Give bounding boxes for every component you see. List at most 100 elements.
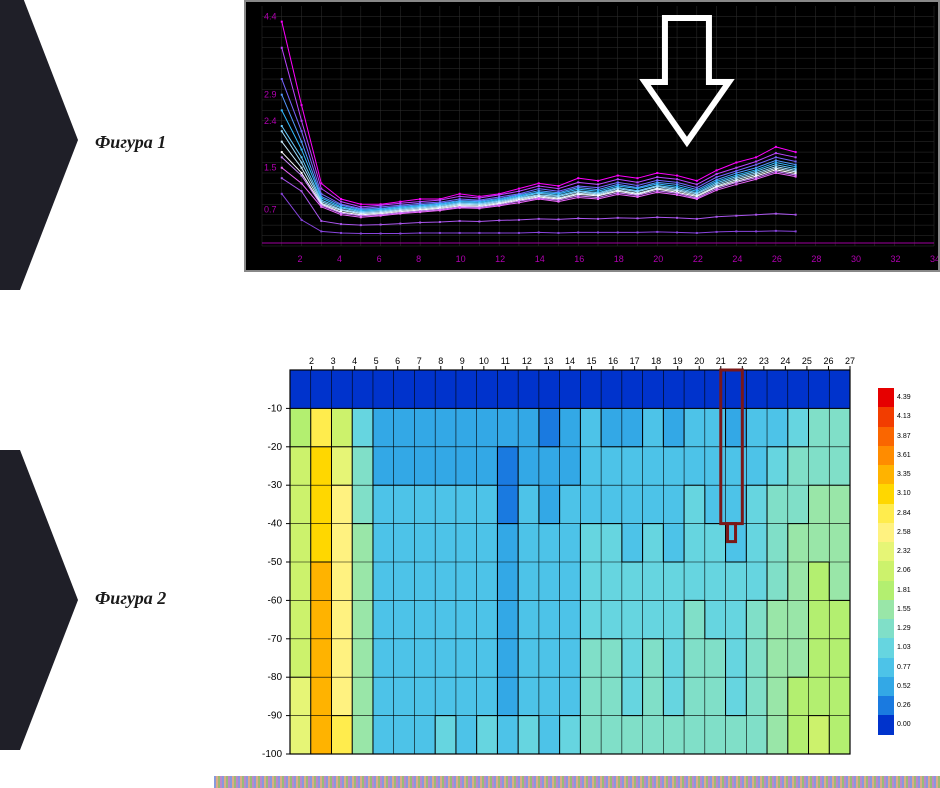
legend-value: 4.13 xyxy=(894,413,911,420)
svg-text:26: 26 xyxy=(772,254,782,264)
svg-text:18: 18 xyxy=(651,356,661,366)
legend-row: 1.81 xyxy=(878,581,924,600)
svg-text:24: 24 xyxy=(732,254,742,264)
legend-swatch xyxy=(878,561,894,580)
svg-text:19: 19 xyxy=(673,356,683,366)
svg-text:28: 28 xyxy=(811,254,821,264)
legend-row: 3.87 xyxy=(878,427,924,446)
svg-text:10: 10 xyxy=(479,356,489,366)
bottom-noise-strip xyxy=(214,776,940,788)
legend-row: 2.58 xyxy=(878,523,924,542)
svg-text:22: 22 xyxy=(737,356,747,366)
svg-text:2: 2 xyxy=(309,356,314,366)
legend-row: 1.55 xyxy=(878,600,924,619)
legend-row: 1.03 xyxy=(878,638,924,657)
svg-text:5: 5 xyxy=(374,356,379,366)
svg-text:16: 16 xyxy=(608,356,618,366)
svg-text:8: 8 xyxy=(416,254,421,264)
svg-text:16: 16 xyxy=(574,254,584,264)
legend-row: 4.13 xyxy=(878,407,924,426)
svg-text:26: 26 xyxy=(823,356,833,366)
legend-row: 3.61 xyxy=(878,446,924,465)
legend-value: 0.26 xyxy=(894,702,911,709)
figure-1-label: Фигура 1 xyxy=(95,132,166,153)
legend-value: 0.52 xyxy=(894,683,911,690)
svg-text:-10: -10 xyxy=(268,403,283,414)
legend-swatch xyxy=(878,638,894,657)
legend-swatch xyxy=(878,446,894,465)
svg-text:10: 10 xyxy=(456,254,466,264)
svg-text:-20: -20 xyxy=(268,442,283,453)
legend-row: 2.32 xyxy=(878,542,924,561)
legend-swatch xyxy=(878,407,894,426)
legend-value: 0.77 xyxy=(894,664,911,671)
legend-swatch xyxy=(878,677,894,696)
svg-text:6: 6 xyxy=(395,356,400,366)
legend-value: 2.58 xyxy=(894,529,911,536)
legend-value: 4.39 xyxy=(894,394,911,401)
svg-text:4: 4 xyxy=(337,254,342,264)
legend-swatch xyxy=(878,600,894,619)
svg-text:2: 2 xyxy=(298,254,303,264)
legend-row: 4.39 xyxy=(878,388,924,407)
svg-text:34: 34 xyxy=(930,254,938,264)
svg-text:-100: -100 xyxy=(262,749,282,760)
svg-text:21: 21 xyxy=(716,356,726,366)
page-root: Фигура 1 Фигура 2 0.71.52.42.94.42468101… xyxy=(0,0,940,788)
svg-text:-70: -70 xyxy=(268,634,283,645)
legend-swatch xyxy=(878,542,894,561)
figure-1-chart: 0.71.52.42.94.42468101214161820222426283… xyxy=(244,0,940,272)
svg-text:1.5: 1.5 xyxy=(264,163,277,173)
figure-2-label: Фигура 2 xyxy=(95,588,166,609)
legend-value: 1.29 xyxy=(894,625,911,632)
svg-text:20: 20 xyxy=(694,356,704,366)
svg-text:-60: -60 xyxy=(268,595,283,606)
svg-text:13: 13 xyxy=(543,356,553,366)
legend-row: 0.52 xyxy=(878,677,924,696)
legend-swatch xyxy=(878,696,894,715)
legend-swatch xyxy=(878,581,894,600)
legend-swatch xyxy=(878,484,894,503)
svg-text:9: 9 xyxy=(460,356,465,366)
legend-value: 3.61 xyxy=(894,452,911,459)
figure-2-chart: 2345678910111213141516171819202122232425… xyxy=(244,348,858,766)
svg-text:7: 7 xyxy=(417,356,422,366)
legend-value: 0.00 xyxy=(894,721,911,728)
legend-row: 3.10 xyxy=(878,484,924,503)
svg-text:4: 4 xyxy=(352,356,357,366)
decorative-arrow-2 xyxy=(0,450,80,750)
svg-text:24: 24 xyxy=(780,356,790,366)
legend-row: 0.26 xyxy=(878,696,924,715)
svg-text:11: 11 xyxy=(501,356,510,366)
decorative-arrow-1 xyxy=(0,0,80,290)
svg-text:32: 32 xyxy=(890,254,900,264)
legend-swatch xyxy=(878,388,894,407)
legend-row: 2.06 xyxy=(878,561,924,580)
svg-text:15: 15 xyxy=(587,356,597,366)
svg-text:-50: -50 xyxy=(268,557,283,568)
legend-value: 3.87 xyxy=(894,433,911,440)
svg-text:2.9: 2.9 xyxy=(264,90,277,100)
svg-text:25: 25 xyxy=(802,356,812,366)
legend-value: 2.06 xyxy=(894,567,911,574)
svg-text:17: 17 xyxy=(630,356,640,366)
svg-text:6: 6 xyxy=(377,254,382,264)
legend-swatch xyxy=(878,523,894,542)
legend-row: 3.35 xyxy=(878,465,924,484)
svg-text:4.4: 4.4 xyxy=(264,11,277,21)
legend-value: 2.84 xyxy=(894,510,911,517)
legend-swatch xyxy=(878,465,894,484)
figure-2-legend: 4.39 4.13 3.87 3.61 3.35 3.10 xyxy=(878,388,924,738)
svg-text:-30: -30 xyxy=(268,480,283,491)
svg-text:0.7: 0.7 xyxy=(264,204,277,214)
svg-text:14: 14 xyxy=(535,254,545,264)
legend-swatch xyxy=(878,427,894,446)
svg-text:22: 22 xyxy=(693,254,703,264)
legend-swatch xyxy=(878,504,894,523)
svg-text:12: 12 xyxy=(495,254,505,264)
svg-text:30: 30 xyxy=(851,254,861,264)
legend-swatch xyxy=(878,658,894,677)
svg-text:-90: -90 xyxy=(268,711,283,722)
legend-swatch xyxy=(878,715,894,734)
legend-value: 3.35 xyxy=(894,471,911,478)
